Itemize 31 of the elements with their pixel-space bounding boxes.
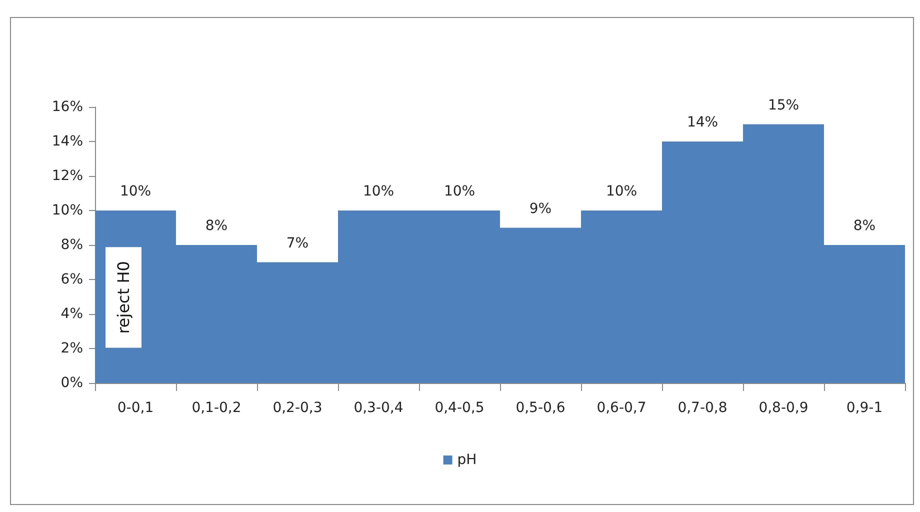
x-tick-label: 0,9-1	[846, 400, 883, 416]
y-tick-label: 6%	[60, 272, 83, 288]
data-label: 10%	[120, 184, 152, 200]
x-tick-label: 0,2-0,3	[272, 400, 322, 416]
y-tick-label: 16%	[52, 99, 83, 115]
x-tick-label: 0,1-0,2	[192, 400, 242, 416]
data-label: 7%	[286, 235, 309, 252]
data-label: 10%	[362, 184, 394, 200]
x-tick-label: 0,5-0,6	[516, 400, 566, 416]
x-tick-label: 0,6-0,7	[596, 400, 646, 416]
data-label: 15%	[768, 97, 800, 114]
x-tick-label: 0,7-0,8	[678, 400, 728, 416]
y-tick-label: 2%	[60, 340, 83, 356]
annotation: reject H0	[114, 261, 133, 334]
y-tick-label: 4%	[60, 306, 83, 322]
y-tick-label: 0%	[60, 375, 83, 391]
y-tick-label: 12%	[52, 168, 83, 184]
data-label: 8%	[853, 218, 876, 234]
x-tick-label: 0,4-0,5	[434, 400, 484, 416]
y-tick-label: 8%	[60, 237, 83, 253]
x-tick-label: 0,8-0,9	[758, 400, 808, 416]
data-label: 10%	[606, 184, 638, 200]
data-label: 10%	[444, 184, 476, 200]
x-tick-label: 0-0,1	[117, 400, 154, 416]
y-tick-label: 14%	[52, 134, 83, 150]
data-label: 14%	[686, 114, 718, 130]
data-label: 8%	[205, 218, 228, 234]
x-tick-label: 0,3-0,4	[354, 400, 404, 416]
data-label: 9%	[529, 200, 552, 217]
legend-label: pH	[457, 452, 477, 468]
y-tick-label: 10%	[52, 202, 83, 218]
